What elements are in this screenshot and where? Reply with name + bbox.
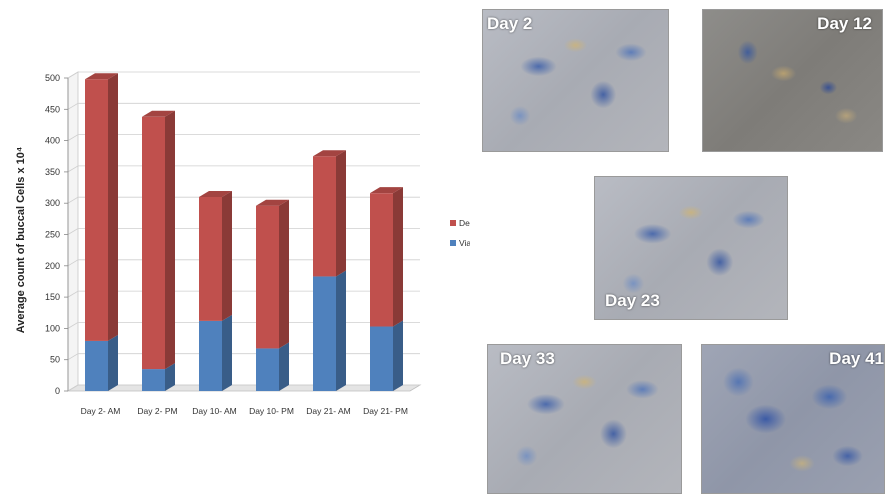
bar-dead-cells (256, 199, 289, 349)
bar-dead-cells (370, 187, 403, 327)
legend-label-dead: Dead Cells (459, 218, 470, 228)
gridline (67, 290, 420, 298)
bar-front (313, 156, 336, 277)
bar-top (256, 199, 289, 206)
bar-front (85, 340, 108, 391)
bar-front (199, 320, 222, 391)
y-tick-label: 200 (45, 261, 60, 271)
micrograph-day-23: Day 23 (594, 176, 788, 320)
x-category-label: Day 2- PM (137, 406, 177, 416)
y-axis-ticks: 0 50 100 150 200 250 300 350 400 450 500 (45, 73, 69, 396)
y-tick-label: 500 (45, 73, 60, 83)
gridline (67, 102, 420, 110)
bar-side (279, 342, 289, 391)
legend-swatch-viable (450, 240, 456, 246)
bar-side (279, 199, 289, 349)
x-category-label: Day 21- PM (363, 406, 408, 416)
bar-viable-cells (370, 320, 403, 391)
micrograph-day-33: Day 33 (487, 344, 682, 494)
x-axis-categories: Day 2- AM Day 2- PM Day 10- AM Day 10- PM Da… (81, 406, 408, 416)
stacked-bar-chart: 0 50 100 150 200 250 300 350 400 450 500 Day 2- AM… (15, 71, 470, 416)
bar-top (313, 150, 346, 157)
bar-front (256, 205, 279, 349)
gridline (67, 196, 420, 204)
bar-viable-cells (256, 342, 289, 391)
bar-front (142, 116, 165, 370)
legend-label-viable: Viable Cells (459, 238, 470, 248)
bar-side (393, 320, 403, 391)
gridline (67, 259, 420, 267)
bar-viable-cells (85, 334, 118, 391)
bar-front (142, 369, 165, 391)
bar-side (222, 314, 232, 391)
bar-side (222, 190, 232, 321)
bar-viable-cells (142, 363, 175, 391)
bar-dead-cells (142, 110, 175, 370)
micrograph-label: Day 2 (487, 14, 533, 33)
chart-bars (85, 73, 403, 391)
y-tick-label: 300 (45, 198, 60, 208)
y-axis-label: Average count of buccal Cells x 10⁴ (15, 147, 27, 334)
bar-front (370, 326, 393, 391)
gridline (67, 71, 420, 79)
y-tick-label: 450 (45, 104, 60, 114)
bar-side (108, 334, 118, 391)
x-category-label: Day 10- AM (192, 406, 236, 416)
bar-side (108, 73, 118, 341)
micrograph-label: Day 41 (829, 349, 884, 368)
x-category-label: Day 21- AM (306, 406, 350, 416)
legend: Dead Cells Viable Cells (450, 218, 470, 248)
bar-front (313, 276, 336, 391)
x-category-label: Day 2- AM (81, 406, 121, 416)
bar-front (199, 196, 222, 321)
y-tick-label: 150 (45, 292, 60, 302)
bar-top (85, 73, 118, 80)
gridline (67, 165, 420, 173)
bar-top (199, 190, 232, 197)
y-tick-label: 400 (45, 136, 60, 146)
gridline (67, 321, 420, 329)
gridline (67, 384, 420, 392)
bar-front (370, 193, 393, 327)
y-tick-label: 100 (45, 323, 60, 333)
bar-front (85, 79, 108, 341)
bar-side (336, 270, 346, 391)
bar-side (165, 363, 175, 391)
gridline (67, 228, 420, 235)
bar-side (393, 187, 403, 327)
gridline (67, 134, 420, 141)
bar-dead-cells (199, 190, 232, 321)
micrograph-day-2: Day 2 (482, 9, 669, 152)
chart-grid (66, 71, 422, 392)
y-tick-label: 250 (45, 230, 60, 240)
micrograph-day-12: Day 12 (702, 9, 883, 152)
bar-viable-cells (313, 270, 346, 391)
bar-top (370, 187, 403, 194)
micrograph-label: Day 33 (500, 349, 555, 368)
y-tick-label: 0 (55, 386, 60, 396)
bar-side (165, 110, 175, 370)
bar-viable-cells (199, 314, 232, 391)
y-tick-label: 50 (50, 355, 60, 365)
micrograph-day-41: Day 41 (701, 344, 885, 494)
chart-floor (66, 384, 422, 392)
bar-dead-cells (313, 150, 346, 277)
bar-top (142, 110, 175, 117)
x-category-label: Day 10- PM (249, 406, 294, 416)
gridline (67, 353, 420, 361)
y-tick-label: 350 (45, 167, 60, 177)
bar-front (256, 348, 279, 391)
bar-dead-cells (85, 73, 118, 341)
legend-swatch-dead (450, 220, 456, 226)
micrograph-label: Day 23 (605, 291, 660, 310)
micrograph-label: Day 12 (817, 14, 872, 33)
bar-side (336, 150, 346, 277)
